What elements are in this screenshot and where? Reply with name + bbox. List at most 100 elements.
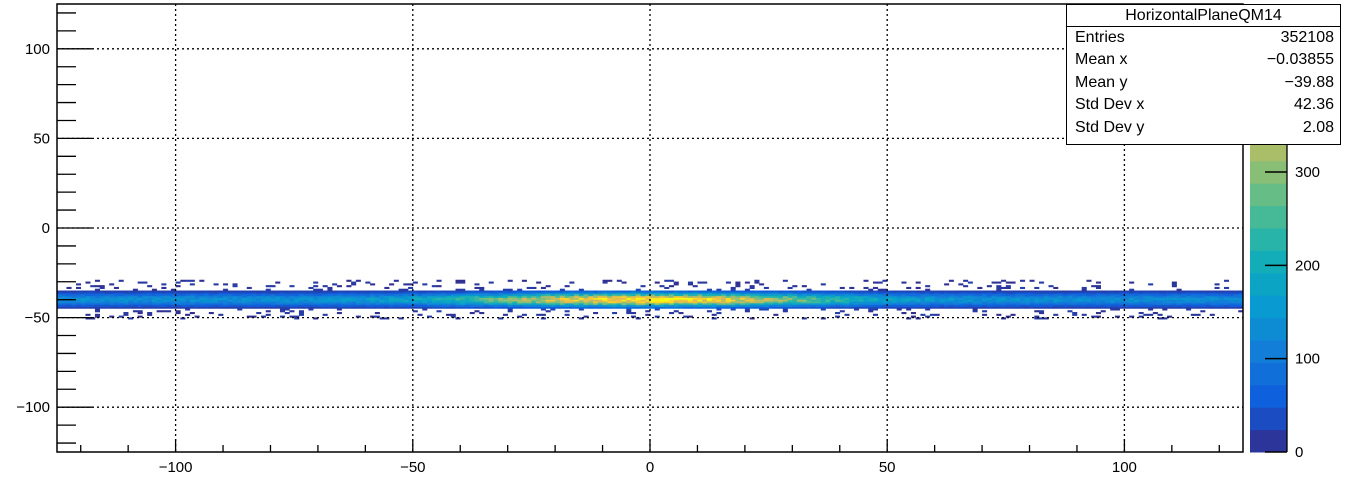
heatmap-cell [75, 304, 82, 307]
heatmap-cell [1195, 292, 1201, 295]
heatmap-cell [896, 292, 902, 295]
heatmap-cell [237, 292, 243, 295]
heatmap-cell [1129, 299, 1135, 302]
heatmap-cell [896, 306, 902, 309]
heatmap-cell [550, 295, 556, 298]
heatmap-cell [279, 294, 286, 297]
heatmap-cell [1152, 294, 1158, 297]
heatmap-cell [1105, 290, 1111, 293]
heatmap-cell [1171, 299, 1177, 302]
heatmap-cell [507, 303, 513, 306]
heatmap-cell [1157, 299, 1163, 302]
heatmap-cell [801, 317, 807, 320]
heatmap-cell [512, 294, 518, 297]
heatmap-cell [545, 285, 551, 288]
heatmap-cell [199, 292, 205, 295]
heatmap-cell [820, 292, 826, 295]
heatmap-cell [313, 294, 319, 297]
heatmap-cell [327, 292, 333, 295]
heatmap-cell [948, 294, 954, 297]
heatmap-cell [147, 313, 153, 316]
heatmap-cell [754, 290, 760, 293]
heatmap-cell [806, 292, 812, 295]
heatmap-cell [621, 281, 627, 284]
heatmap-cell [332, 304, 338, 307]
heatmap-cell [668, 295, 675, 298]
heatmap-cell [156, 304, 162, 307]
heatmap-cell [986, 303, 992, 306]
heatmap-cell [1048, 297, 1054, 300]
heatmap-cell [180, 306, 186, 309]
heatmap-cell [1224, 279, 1230, 282]
heatmap-cell [389, 301, 395, 304]
heatmap-cell [1114, 301, 1120, 304]
heatmap-cell [616, 292, 622, 295]
heatmap-cell [384, 304, 390, 307]
heatmap-cell [944, 283, 950, 286]
heatmap-cell [109, 294, 115, 297]
heatmap-cell [825, 306, 831, 309]
heatmap-cell [1238, 299, 1244, 302]
heatmap-cell [797, 297, 803, 300]
heatmap-cell [232, 285, 238, 288]
heatmap-cell [175, 281, 181, 284]
heatmap-cell [920, 304, 926, 307]
heatmap-cell [782, 292, 788, 295]
heatmap-cell [370, 283, 376, 286]
heatmap-cell [223, 288, 229, 291]
heatmap-cell [1081, 286, 1087, 290]
heatmap-cell [1005, 304, 1011, 307]
heatmap-cell [882, 304, 888, 307]
heatmap-cell [431, 303, 437, 306]
heatmap-cell [782, 297, 788, 300]
heatmap-cell [279, 295, 286, 298]
colorbar-tick-label: 0 [1295, 444, 1303, 461]
heatmap-cell [464, 297, 471, 300]
heatmap-cell [464, 294, 471, 297]
heatmap-cell [360, 297, 366, 300]
heatmap-cell [730, 297, 736, 300]
heatmap-cell [953, 303, 959, 306]
heatmap-cell [759, 301, 765, 304]
heatmap-cell [166, 306, 172, 309]
heatmap-cell [1114, 306, 1120, 309]
heatmap-cell [687, 292, 693, 295]
heatmap-cell [797, 306, 803, 309]
heatmap-cell [332, 301, 338, 304]
heatmap-cell [156, 299, 162, 302]
heatmap-cell [982, 290, 988, 293]
heatmap-cell [199, 301, 205, 304]
heatmap-cell [645, 290, 651, 293]
heatmap-cell [782, 303, 788, 306]
heatmap-cell [1067, 303, 1073, 306]
heatmap-cell [85, 292, 91, 295]
heatmap-cell [939, 306, 945, 309]
heatmap-cell [422, 306, 428, 309]
heatmap-cell [479, 297, 485, 300]
heatmap-cell [460, 303, 466, 306]
heatmap-cell [574, 297, 580, 300]
heatmap-cell [460, 279, 466, 282]
heatmap-cell [1205, 290, 1211, 293]
heatmap-cell [806, 306, 812, 309]
heatmap-cell [502, 303, 508, 306]
heatmap-cell [687, 303, 693, 306]
heatmap-cell [872, 286, 879, 290]
heatmap-cell [825, 295, 831, 298]
heatmap-cell [166, 295, 172, 298]
heatmap-cell [1067, 294, 1073, 297]
heatmap-cell [469, 306, 475, 309]
heatmap-cell [1067, 290, 1073, 293]
heatmap-cell [744, 310, 750, 313]
heatmap-cell [1200, 301, 1206, 304]
heatmap-cell [963, 299, 969, 302]
heatmap-cell [1152, 301, 1158, 304]
heatmap-cell [526, 303, 532, 306]
heatmap-cell [389, 303, 395, 306]
heatmap-cell [730, 286, 736, 290]
heatmap-cell [227, 295, 233, 298]
heatmap-cell [673, 281, 679, 284]
heatmap-cell [986, 292, 992, 295]
heatmap-cell [958, 301, 964, 304]
heatmap-cell [683, 294, 689, 297]
